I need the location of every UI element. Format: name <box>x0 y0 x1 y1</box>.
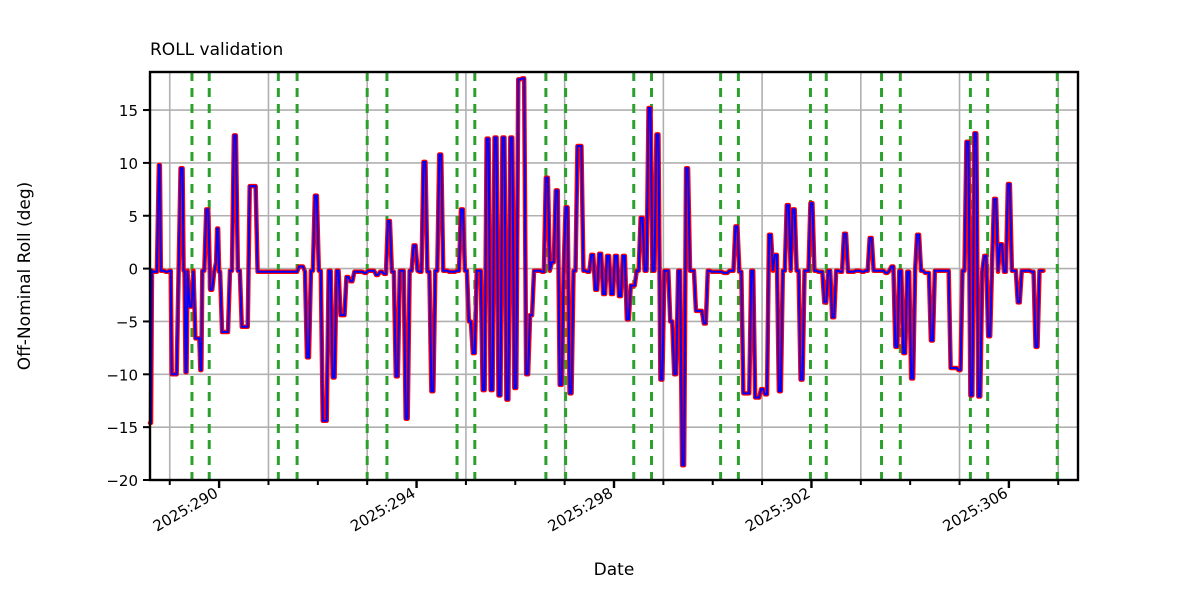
x-axis-label: Date <box>594 560 635 580</box>
y-tick-label: −20 <box>106 472 138 490</box>
y-axis-label: Off-Nominal Roll (deg) <box>15 182 35 371</box>
y-tick-label: 15 <box>119 102 138 120</box>
y-tick-label: −15 <box>106 419 138 437</box>
data-series-layer <box>147 76 1046 468</box>
series-line-model <box>149 77 1044 467</box>
y-tick-label: −10 <box>106 366 138 384</box>
axis-ticks <box>143 109 1060 488</box>
y-tick-label: 10 <box>119 155 138 173</box>
chart-title: ROLL validation <box>150 40 283 60</box>
y-tick-labels: −20 −15 −10 −5 0 5 10 15 <box>106 102 138 490</box>
y-tick-label: −5 <box>116 313 138 331</box>
y-tick-label: 5 <box>128 208 138 226</box>
y-tick-label: 0 <box>128 261 138 279</box>
